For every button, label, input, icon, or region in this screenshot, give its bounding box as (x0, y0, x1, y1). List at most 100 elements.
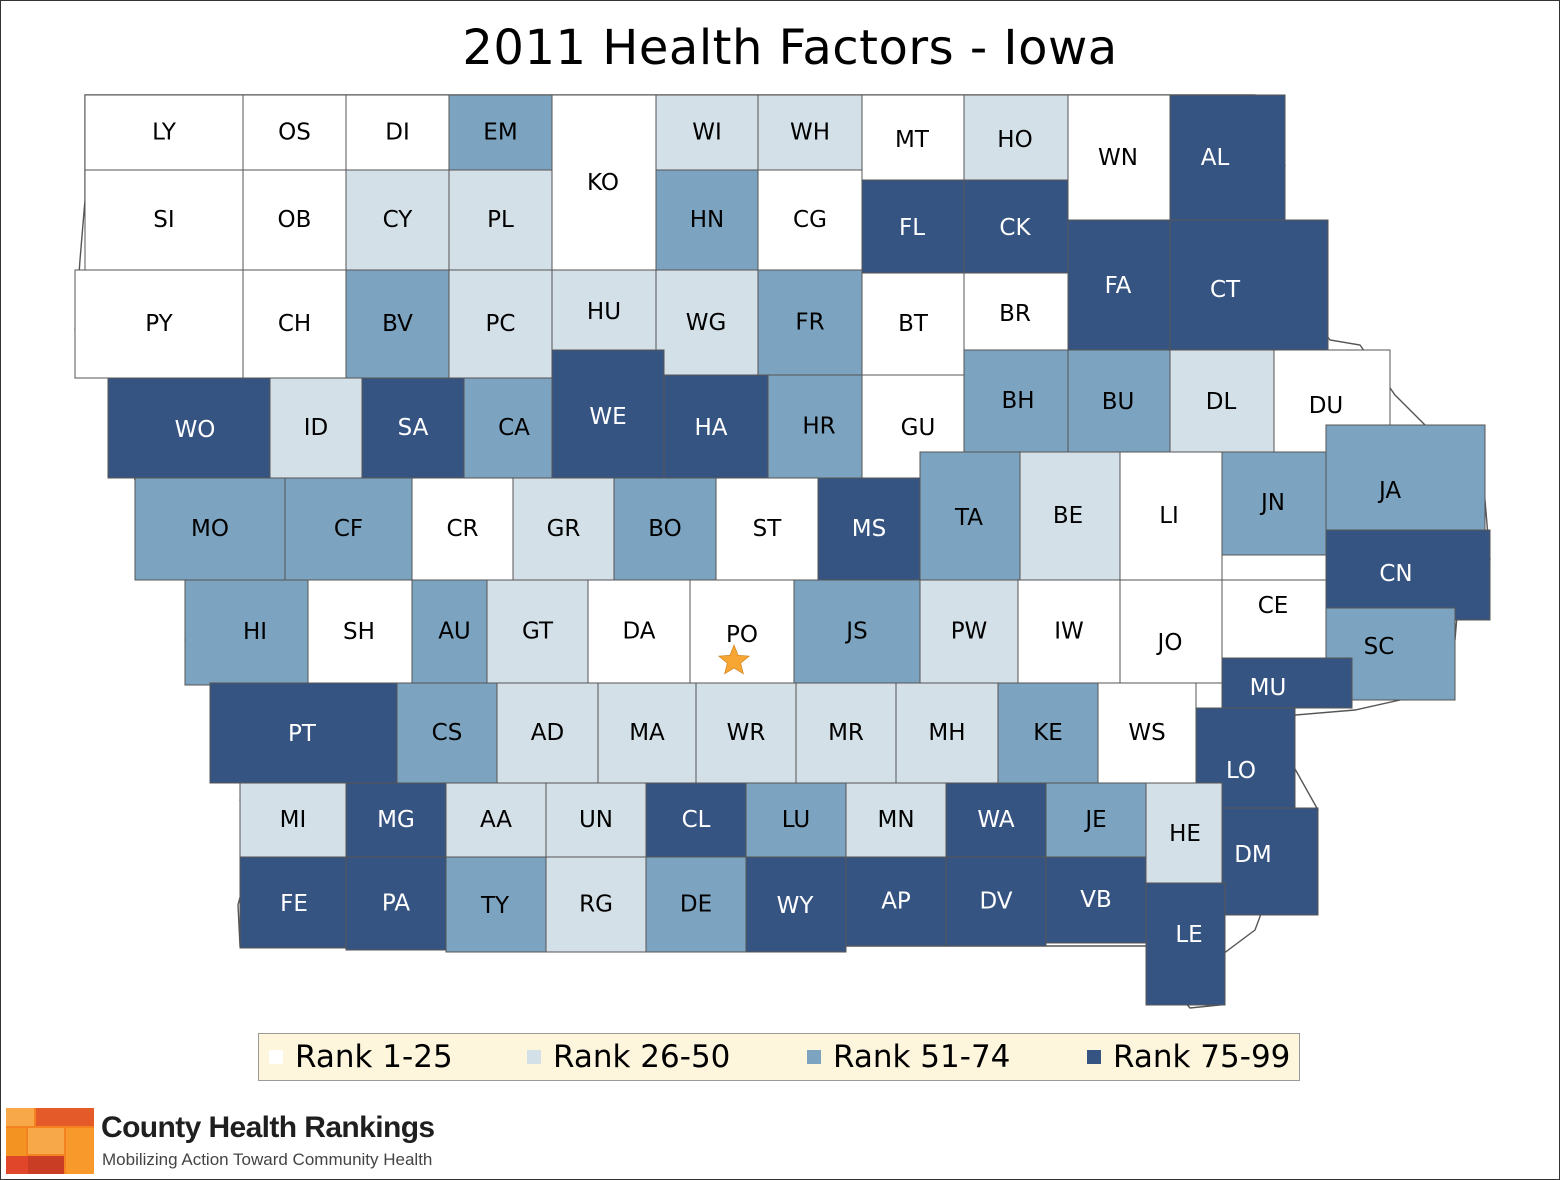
county-le[interactable] (1145, 882, 1226, 1006)
county-sa[interactable] (361, 377, 465, 479)
county-fl[interactable] (861, 179, 965, 274)
county-label: PO (726, 622, 758, 648)
county-ho[interactable] (963, 94, 1069, 181)
map-title: 2011 Health Factors - Iowa (462, 20, 1118, 76)
county-label: WA (977, 807, 1014, 833)
county-dv[interactable] (945, 856, 1047, 947)
county-label: SH (343, 619, 375, 645)
county-ob[interactable] (242, 169, 347, 271)
county-label: JN (1259, 490, 1285, 516)
county-pl[interactable] (448, 169, 553, 271)
county-label: WN (1098, 145, 1138, 171)
county-bt[interactable] (861, 272, 965, 376)
county-ke[interactable] (997, 682, 1099, 784)
county-label: SC (1364, 634, 1395, 660)
county-li[interactable] (1119, 451, 1223, 581)
county-wi[interactable] (655, 94, 759, 171)
county-bv[interactable] (345, 269, 450, 379)
county-ms[interactable] (817, 477, 921, 581)
county-he[interactable] (1145, 782, 1223, 884)
county-hi[interactable] (184, 579, 323, 686)
county-os[interactable] (242, 94, 347, 171)
county-label: SI (153, 207, 174, 233)
county-br[interactable] (963, 272, 1069, 351)
county-mo[interactable] (134, 477, 286, 581)
county-label: BE (1053, 503, 1083, 529)
county-st[interactable] (715, 477, 819, 581)
county-gt[interactable] (486, 579, 589, 684)
county-ty[interactable] (445, 856, 547, 953)
county-ja[interactable] (1325, 424, 1486, 531)
county-be[interactable] (1019, 451, 1121, 581)
county-label: DV (979, 889, 1012, 915)
county-wn[interactable] (1067, 94, 1171, 221)
county-gr[interactable] (512, 477, 615, 581)
county-aa[interactable] (445, 782, 547, 858)
county-fr[interactable] (757, 269, 863, 376)
county-mh[interactable] (895, 682, 999, 784)
county-vb[interactable] (1045, 856, 1147, 944)
county-label: LE (1175, 922, 1202, 948)
county-jo[interactable] (1119, 579, 1223, 684)
county-label: MH (928, 720, 965, 746)
county-iw[interactable] (1017, 579, 1121, 684)
county-fe[interactable] (239, 856, 347, 949)
county-ad[interactable] (496, 682, 599, 784)
county-mn[interactable] (845, 782, 947, 858)
county-ct[interactable] (1169, 219, 1329, 351)
county-ha[interactable] (663, 374, 769, 479)
county-label: LU (782, 807, 811, 833)
county-ck[interactable] (963, 179, 1069, 274)
county-label: WI (692, 120, 722, 146)
county-cn[interactable] (1325, 529, 1491, 621)
county-dm[interactable] (1221, 807, 1319, 916)
county-mu[interactable] (1221, 657, 1353, 709)
star-icon (718, 644, 750, 675)
county-label: EM (483, 120, 517, 146)
county-jn[interactable] (1221, 451, 1327, 556)
county-ca[interactable] (463, 377, 565, 479)
county-mi[interactable] (239, 782, 347, 858)
county-ma[interactable] (597, 682, 697, 784)
county-py[interactable] (74, 269, 244, 379)
county-hn[interactable] (655, 169, 759, 271)
county-bh[interactable] (963, 349, 1069, 453)
county-label: MA (629, 720, 665, 746)
county-label: AD (531, 720, 564, 746)
county-lu[interactable] (745, 782, 847, 858)
county-label: HI (243, 619, 267, 645)
county-fa[interactable] (1067, 219, 1171, 351)
county-pw[interactable] (919, 579, 1019, 684)
county-wh[interactable] (757, 94, 863, 171)
county-em[interactable] (448, 94, 553, 171)
county-bu[interactable] (1067, 349, 1171, 453)
county-cy[interactable] (345, 169, 450, 271)
legend-item-rank-26-50: Rank 26-50 (527, 1034, 730, 1080)
county-label: BU (1102, 389, 1135, 415)
brand-tagline: Mobilizing Action Toward Community Healt… (102, 1150, 433, 1169)
county-mg[interactable] (345, 782, 447, 858)
county-al[interactable] (1169, 94, 1286, 221)
county-hu[interactable] (551, 269, 657, 351)
county-cf[interactable] (284, 477, 413, 581)
county-label: LY (152, 120, 177, 146)
county-label: DL (1206, 389, 1237, 415)
county-label: SA (398, 415, 429, 441)
county-label: CN (1379, 561, 1412, 587)
county-au[interactable] (411, 579, 498, 684)
county-pt[interactable] (209, 682, 398, 784)
county-si[interactable] (84, 169, 244, 271)
county-de[interactable] (645, 856, 747, 953)
county-pc[interactable] (448, 269, 553, 379)
county-wy[interactable] (745, 856, 847, 953)
county-ce[interactable] (1221, 579, 1327, 659)
county-hr[interactable] (767, 374, 871, 479)
county-mt[interactable] (861, 94, 965, 181)
county-label: ID (304, 415, 329, 441)
county-pa[interactable] (345, 856, 447, 951)
county-label: HU (587, 299, 621, 325)
county-js[interactable] (793, 579, 921, 684)
county-wg[interactable] (655, 269, 759, 376)
county-label: MR (828, 720, 864, 746)
